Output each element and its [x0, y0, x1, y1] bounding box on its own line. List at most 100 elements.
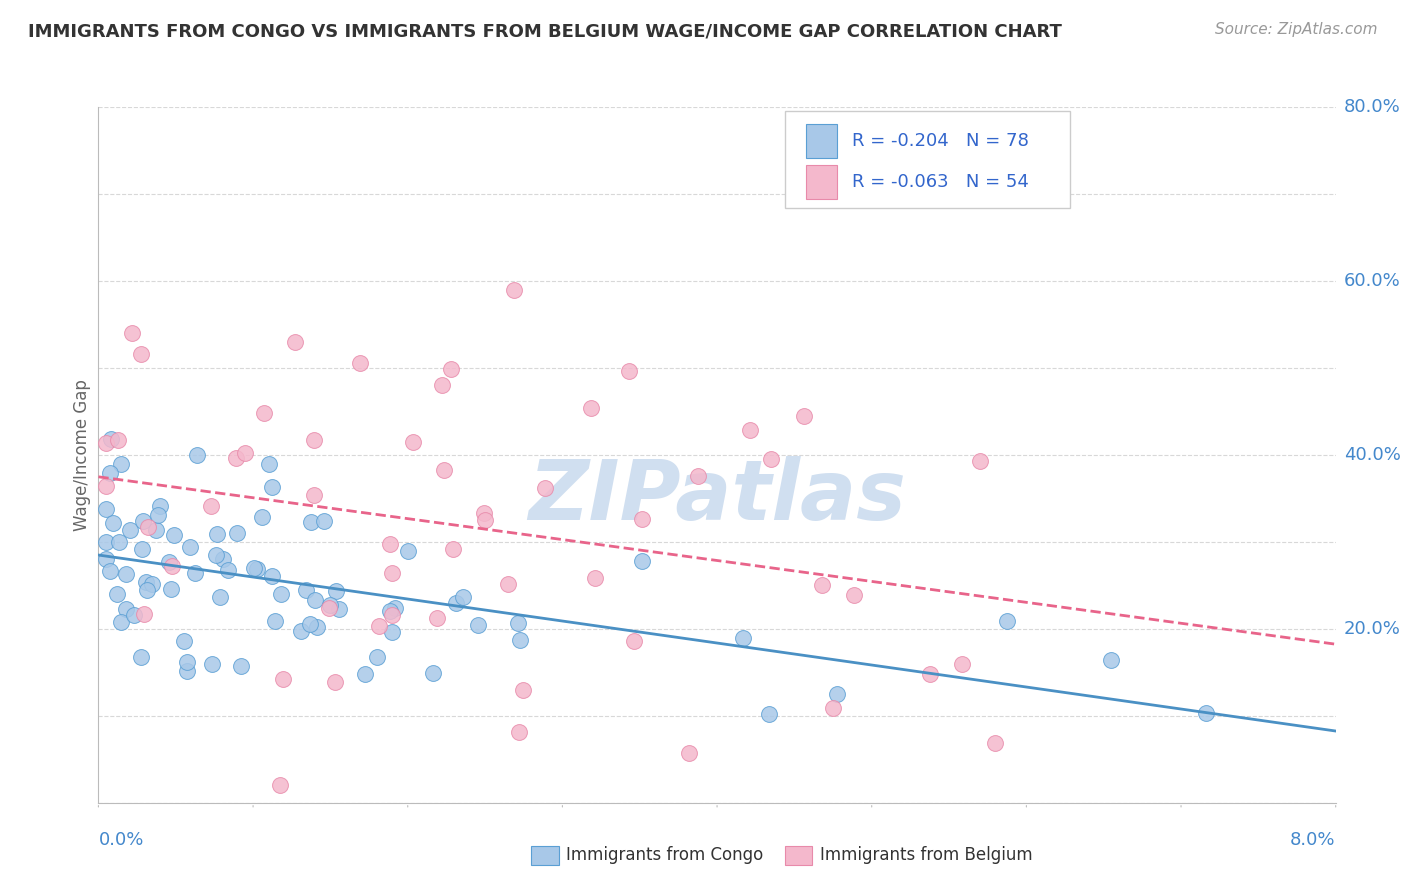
Point	[141, 577, 163, 591]
Point	[136, 582, 159, 597]
Point	[430, 378, 453, 392]
Point	[738, 424, 761, 438]
Point	[793, 409, 815, 424]
Point	[233, 446, 256, 460]
Point	[318, 600, 340, 615]
Point	[302, 433, 325, 447]
Point	[631, 512, 654, 526]
Point	[184, 566, 207, 581]
Point	[149, 499, 172, 513]
Point	[825, 687, 848, 701]
Point	[145, 523, 167, 537]
Point	[378, 537, 401, 551]
Point	[290, 624, 312, 638]
Point	[160, 559, 183, 574]
Point	[451, 591, 474, 605]
Point	[176, 664, 198, 678]
Point	[368, 619, 391, 633]
Point	[811, 578, 834, 592]
Point	[759, 452, 782, 467]
Point	[534, 481, 557, 495]
Point	[441, 542, 464, 557]
Point	[467, 618, 489, 632]
Point	[217, 563, 239, 577]
Point	[211, 552, 233, 566]
Point	[354, 667, 377, 681]
Point	[159, 582, 181, 597]
Text: 0.0%: 0.0%	[98, 830, 143, 848]
Point	[631, 554, 654, 568]
Point	[163, 528, 186, 542]
Point	[96, 501, 118, 516]
Point	[96, 436, 118, 450]
Point	[135, 574, 157, 589]
Text: 40.0%: 40.0%	[1344, 446, 1400, 464]
Point	[96, 479, 118, 493]
Point	[842, 588, 865, 602]
Point	[678, 746, 700, 760]
Point	[396, 543, 419, 558]
Point	[250, 509, 273, 524]
Point	[209, 590, 232, 604]
Point	[823, 701, 845, 715]
Point	[242, 560, 264, 574]
Point	[984, 736, 1007, 750]
Point	[179, 540, 201, 554]
Point	[444, 596, 467, 610]
Point	[129, 650, 152, 665]
Point	[617, 363, 640, 377]
Point	[758, 707, 780, 722]
Point	[226, 525, 249, 540]
Point	[122, 607, 145, 622]
Point	[506, 616, 529, 631]
FancyBboxPatch shape	[785, 111, 1070, 208]
Point	[305, 620, 328, 634]
Point	[98, 467, 121, 481]
Point	[328, 602, 350, 616]
Point	[349, 356, 371, 370]
Y-axis label: Wage/Income Gap: Wage/Income Gap	[73, 379, 91, 531]
FancyBboxPatch shape	[806, 165, 837, 199]
Point	[107, 534, 129, 549]
Point	[107, 433, 129, 447]
Point	[98, 564, 121, 578]
Text: 20.0%: 20.0%	[1344, 620, 1400, 638]
Point	[623, 633, 645, 648]
Point	[688, 469, 710, 483]
Point	[200, 499, 222, 513]
Point	[509, 632, 531, 647]
Point	[366, 650, 388, 665]
Text: 8.0%: 8.0%	[1291, 830, 1336, 848]
Point	[302, 488, 325, 502]
Point	[312, 514, 335, 528]
Point	[253, 406, 276, 420]
Point	[381, 607, 404, 622]
Point	[440, 361, 463, 376]
Point	[204, 548, 226, 562]
Point	[581, 401, 603, 415]
Point	[207, 527, 229, 541]
Point	[995, 614, 1018, 628]
Point	[103, 516, 125, 531]
Text: 80.0%: 80.0%	[1344, 98, 1400, 116]
Point	[950, 657, 973, 671]
Text: Source: ZipAtlas.com: Source: ZipAtlas.com	[1215, 22, 1378, 37]
Point	[115, 567, 138, 582]
Point	[299, 616, 322, 631]
Point	[105, 587, 128, 601]
Point	[325, 583, 347, 598]
Point	[496, 577, 519, 591]
Point	[121, 326, 143, 341]
Point	[131, 541, 153, 556]
Point	[294, 582, 316, 597]
Point	[225, 451, 247, 466]
Point	[733, 632, 755, 646]
Point	[1195, 706, 1218, 721]
Text: R = -0.063   N = 54: R = -0.063 N = 54	[852, 173, 1029, 191]
Point	[96, 552, 118, 566]
Point	[148, 508, 170, 523]
Point	[260, 480, 283, 494]
Point	[271, 672, 294, 686]
Point	[503, 283, 526, 297]
Text: R = -0.204   N = 78: R = -0.204 N = 78	[852, 132, 1029, 150]
